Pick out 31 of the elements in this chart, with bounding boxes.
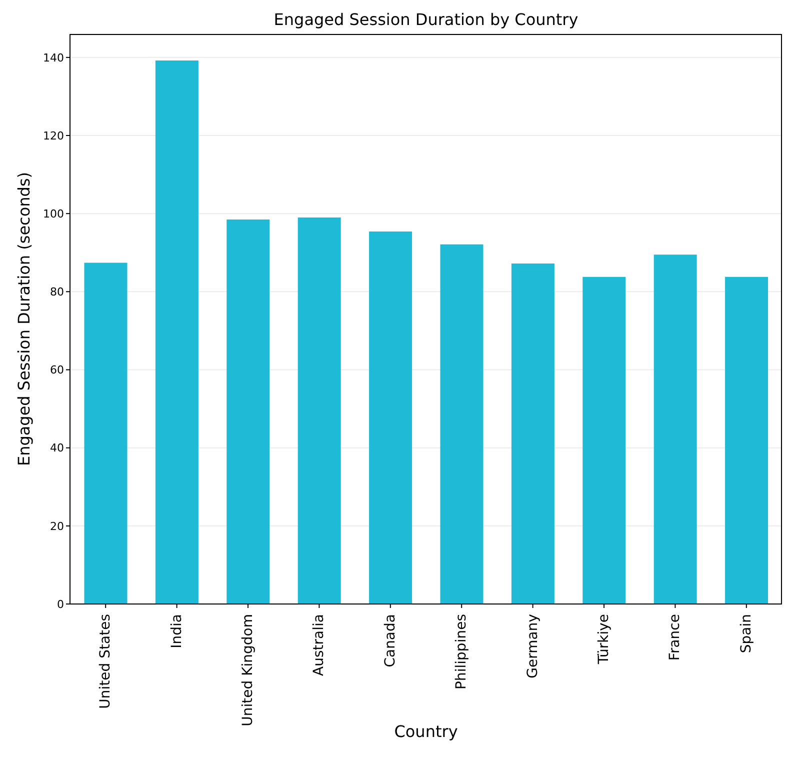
y-tick-label: 140 — [43, 51, 64, 64]
y-axis-title: Engaged Session Duration (seconds) — [14, 172, 34, 466]
x-tick-label: India — [168, 614, 185, 648]
x-tick-label: France — [667, 614, 684, 661]
y-tick-label: 60 — [50, 364, 64, 377]
x-tick-label: Germany — [524, 614, 541, 678]
y-tick-label: 80 — [50, 286, 64, 299]
bar — [654, 254, 697, 604]
bar — [511, 264, 554, 604]
bar — [155, 60, 198, 604]
x-tick-label: Australia — [311, 614, 328, 676]
bar — [582, 276, 626, 604]
x-tick-label: United States — [98, 614, 114, 709]
x-tick-label: Philippines — [454, 614, 470, 690]
y-tick-label: 120 — [43, 129, 64, 142]
y-tick-label: 0 — [57, 598, 64, 611]
x-tick-label: Canada — [382, 614, 398, 668]
y-tick-label: 20 — [50, 520, 64, 533]
bar — [84, 262, 128, 604]
bar — [440, 244, 484, 604]
y-tick-label: 100 — [43, 207, 64, 220]
bar — [226, 219, 270, 604]
bar — [725, 276, 768, 604]
x-tick-label: United Kingdom — [240, 614, 256, 726]
x-tick-label: Spain — [738, 614, 754, 654]
chart-title: Engaged Session Duration by Country — [272, 10, 580, 29]
bar — [369, 232, 412, 604]
x-axis-title: Country — [394, 722, 458, 741]
x-tick-label: Türkiye — [596, 614, 612, 666]
bar — [298, 217, 341, 604]
y-tick-label: 40 — [50, 442, 64, 455]
